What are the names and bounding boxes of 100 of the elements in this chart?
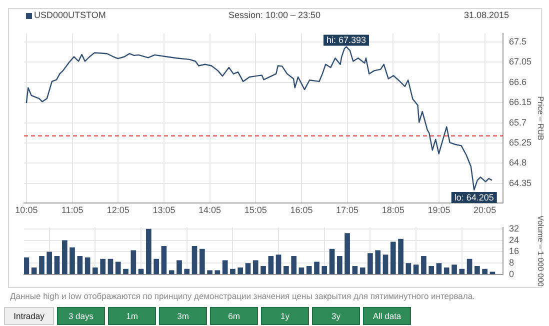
y-tick-label: 65.25 bbox=[509, 137, 532, 148]
bar bbox=[360, 267, 366, 274]
x-tick-label: 19:05 bbox=[428, 205, 450, 216]
text: 3y bbox=[312, 307, 360, 325]
y-tick-label: 64.35 bbox=[509, 178, 532, 188]
bar bbox=[100, 258, 106, 274]
bar bbox=[406, 263, 412, 274]
annotation: hi: 67.393 bbox=[326, 35, 366, 46]
y-tick-label: 8 bbox=[509, 258, 514, 268]
annotation: lo: 64.205 bbox=[454, 192, 494, 202]
x-tick-label: 18:05 bbox=[382, 205, 404, 216]
bar bbox=[260, 266, 266, 274]
bar bbox=[352, 266, 358, 274]
bar bbox=[238, 267, 244, 274]
bar bbox=[24, 257, 30, 274]
bar bbox=[291, 256, 297, 274]
bar bbox=[474, 266, 480, 274]
text: 1y bbox=[261, 307, 309, 325]
bar bbox=[252, 260, 258, 274]
bar bbox=[39, 256, 44, 274]
x-tick-label: 13:05 bbox=[152, 205, 176, 216]
bar bbox=[46, 252, 52, 274]
y-tick-label: 67.5 bbox=[509, 36, 527, 46]
bar bbox=[466, 258, 472, 274]
bar bbox=[245, 263, 251, 274]
bar bbox=[390, 242, 396, 274]
y-tick-label: 32 bbox=[509, 223, 520, 234]
bar bbox=[398, 238, 404, 274]
text: Данные high и low отображаются по принципу демонстрации значения цены закрытия для пятиминутного интервала. bbox=[10, 291, 475, 301]
text: 3m bbox=[159, 307, 207, 325]
bar bbox=[306, 266, 312, 274]
y-tick-label: 0 bbox=[509, 269, 514, 280]
bar bbox=[77, 256, 83, 274]
text: 1m bbox=[108, 307, 156, 325]
bar bbox=[329, 248, 335, 274]
y-tick-label: 66.15 bbox=[509, 97, 532, 108]
y-axis-title: Price – RUB bbox=[536, 96, 545, 140]
bar bbox=[314, 262, 320, 274]
text: 3 days bbox=[57, 307, 105, 325]
y-tick-label: 24 bbox=[509, 234, 520, 245]
bar bbox=[452, 264, 457, 274]
bar bbox=[207, 270, 212, 274]
x-tick-label: 17:05 bbox=[336, 205, 359, 216]
x-tick-label: 12:05 bbox=[106, 205, 130, 216]
bar bbox=[444, 267, 450, 274]
text: 6m bbox=[210, 307, 258, 325]
x-tick-label: 11:05 bbox=[61, 205, 84, 216]
bar bbox=[123, 268, 128, 274]
bar bbox=[413, 264, 419, 274]
text: All data bbox=[363, 307, 411, 325]
bar bbox=[200, 248, 205, 274]
bar bbox=[70, 247, 75, 274]
bar bbox=[344, 233, 350, 274]
bar bbox=[176, 260, 182, 274]
bar bbox=[337, 256, 342, 274]
bar bbox=[31, 267, 37, 274]
bar bbox=[428, 266, 434, 274]
bar bbox=[230, 268, 236, 274]
bar bbox=[146, 228, 152, 274]
bar bbox=[459, 268, 465, 274]
bar bbox=[322, 266, 328, 274]
bar bbox=[268, 256, 274, 274]
x-tick-label: 10:05 bbox=[15, 205, 38, 216]
bar bbox=[192, 246, 198, 274]
y-tick-label: 67.05 bbox=[509, 56, 532, 67]
y-tick-label: 66.6 bbox=[509, 76, 527, 87]
bar bbox=[421, 256, 426, 274]
x-tick-label: 16:05 bbox=[290, 205, 313, 216]
bar bbox=[84, 257, 90, 274]
y-tick-label: 65.7 bbox=[509, 117, 527, 128]
text: 31.08.2015 bbox=[464, 10, 509, 20]
bar bbox=[436, 263, 442, 274]
bar bbox=[382, 254, 388, 274]
y-tick-label: 16 bbox=[509, 246, 520, 256]
bar bbox=[154, 258, 159, 274]
chart-subtitle: Session: 10:00 – 23:50 bbox=[228, 10, 321, 20]
bar bbox=[92, 267, 98, 274]
bar bbox=[161, 246, 167, 274]
bar bbox=[276, 254, 282, 274]
bar bbox=[130, 250, 136, 274]
y-tick-label: 64.8 bbox=[509, 158, 527, 168]
bar bbox=[375, 250, 381, 274]
bar bbox=[54, 256, 60, 274]
x-tick-label: 14:05 bbox=[198, 205, 222, 216]
text: Intraday bbox=[4, 307, 54, 325]
bar bbox=[222, 260, 228, 274]
bar bbox=[138, 268, 144, 274]
x-tick-label: 15:05 bbox=[244, 205, 267, 216]
bar bbox=[368, 253, 373, 274]
bar bbox=[284, 266, 289, 274]
bar bbox=[115, 262, 121, 274]
x-tick-label: 20:05 bbox=[474, 205, 496, 216]
bar bbox=[184, 268, 190, 274]
bar bbox=[298, 267, 304, 274]
bar bbox=[62, 240, 68, 274]
bar bbox=[108, 258, 114, 274]
bar bbox=[168, 270, 174, 274]
chart-title: USD000UTSTOM bbox=[34, 10, 106, 20]
bar bbox=[490, 272, 496, 274]
bar bbox=[482, 268, 488, 274]
